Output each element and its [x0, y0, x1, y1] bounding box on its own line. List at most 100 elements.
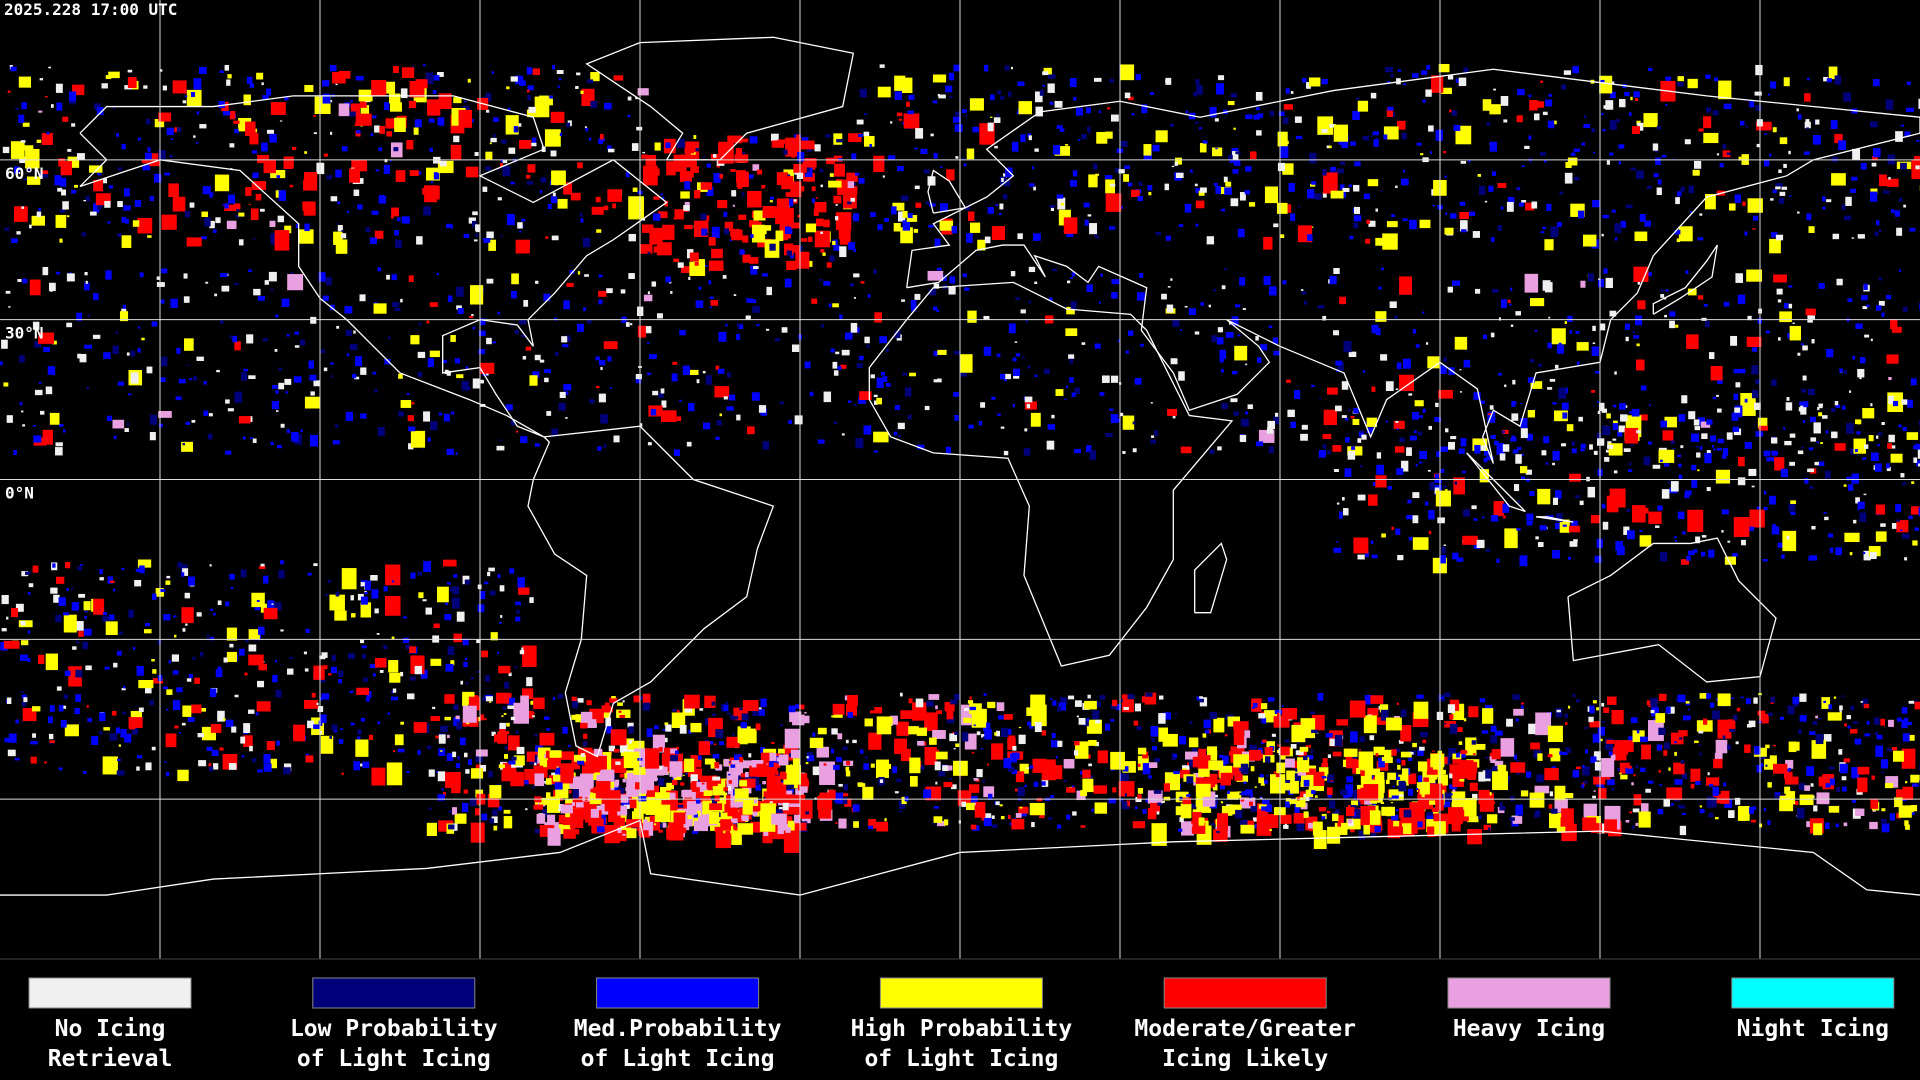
icing-pixel: [987, 207, 994, 214]
icing-pixel: [319, 730, 323, 735]
icing-pixel: [357, 204, 363, 210]
icing-pixel: [118, 744, 121, 747]
icing-pixel: [1245, 166, 1252, 172]
icing-pixel: [225, 719, 234, 728]
icing-pixel: [1014, 341, 1018, 343]
icing-pixel: [400, 88, 408, 99]
icing-pixel: [1891, 747, 1898, 751]
icing-pixel: [210, 192, 214, 196]
icing-pixel: [587, 719, 597, 729]
icing-pixel: [1681, 773, 1688, 780]
icing-pixel: [681, 266, 693, 273]
icing-pixel: [1769, 153, 1772, 157]
icing-pixel: [1459, 751, 1467, 758]
icing-pixel: [1204, 729, 1210, 734]
icing-pixel: [1912, 540, 1918, 546]
icing-pixel: [1606, 739, 1615, 744]
icing-pixel: [169, 155, 173, 158]
icing-pixel: [1901, 719, 1908, 728]
icing-pixel: [464, 579, 471, 585]
icing-pixel: [1317, 116, 1334, 135]
icing-pixel: [450, 660, 455, 666]
icing-pixel: [1774, 457, 1785, 471]
icing-pixel: [595, 196, 601, 203]
icing-pixel: [1886, 178, 1899, 187]
icing-pixel: [540, 177, 547, 183]
icing-pixel: [1385, 66, 1393, 73]
icing-pixel: [739, 707, 743, 711]
icing-pixel: [1521, 453, 1524, 456]
icing-pixel: [933, 805, 939, 809]
icing-pixel: [1606, 495, 1619, 513]
icing-pixel: [1041, 781, 1046, 786]
icing-pixel: [1870, 798, 1879, 809]
icing-pixel: [649, 815, 660, 831]
icing-pixel: [1074, 741, 1080, 746]
icing-pixel: [1653, 717, 1657, 721]
icing-pixel: [506, 213, 515, 226]
icing-pixel: [10, 66, 17, 72]
icing-pixel: [1660, 420, 1668, 428]
icing-pixel: [551, 428, 559, 437]
icing-pixel: [1430, 151, 1433, 154]
icing-pixel: [1147, 184, 1153, 191]
icing-pixel: [1558, 387, 1567, 399]
icing-pixel: [863, 112, 868, 116]
icing-pixel: [999, 203, 1004, 210]
icing-pixel: [739, 249, 745, 255]
icing-pixel: [1406, 447, 1412, 456]
icing-pixel: [1335, 541, 1338, 543]
icing-pixel: [109, 733, 118, 741]
icing-pixel: [1391, 214, 1395, 218]
icing-pixel: [243, 368, 249, 372]
icing-pixel: [656, 823, 664, 828]
icing-pixel: [1720, 790, 1730, 804]
icing-pixel: [971, 751, 975, 754]
icing-pixel: [908, 726, 919, 735]
icing-pixel: [976, 731, 981, 736]
icing-pixel: [181, 572, 185, 577]
icing-pixel: [1082, 769, 1091, 779]
icing-pixel: [1356, 799, 1361, 806]
icing-pixel: [559, 391, 566, 398]
icing-pixel: [58, 767, 63, 771]
icing-pixel: [208, 763, 212, 767]
icing-pixel: [1851, 176, 1858, 181]
icing-pixel: [1326, 810, 1331, 814]
icing-pixel: [1243, 781, 1247, 784]
icing-pixel: [860, 749, 864, 755]
icing-pixel: [21, 102, 27, 110]
icing-pixel: [806, 756, 809, 759]
icing-pixel: [1239, 192, 1246, 201]
icing-pixel: [589, 399, 595, 404]
icing-pixel: [730, 169, 736, 172]
icing-pixel: [1459, 369, 1462, 371]
icing-pixel: [877, 224, 883, 231]
icing-pixel: [1399, 437, 1405, 443]
icing-pixel: [162, 85, 167, 91]
icing-pixel: [423, 64, 426, 67]
icing-pixel: [1065, 328, 1078, 337]
icing-pixel: [389, 672, 401, 683]
icing-pixel: [330, 666, 337, 674]
icing-pixel: [397, 217, 401, 222]
icing-pixel: [498, 729, 506, 734]
icing-pixel: [1677, 454, 1682, 458]
icing-pixel: [1910, 774, 1920, 783]
icing-pixel: [1349, 235, 1354, 240]
icing-pixel: [580, 90, 584, 95]
icing-pixel: [1004, 65, 1010, 71]
icing-pixel: [1667, 706, 1675, 714]
icing-pixel: [1907, 399, 1914, 408]
icing-pixel: [945, 85, 953, 93]
icing-pixel: [858, 396, 866, 404]
icing-pixel: [1857, 234, 1865, 239]
icing-pixel: [1277, 744, 1281, 747]
icing-pixel: [934, 761, 941, 771]
icing-pixel: [1221, 285, 1226, 290]
icing-pixel: [411, 402, 415, 405]
icing-pixel: [266, 129, 275, 134]
icing-pixel: [93, 598, 105, 615]
icing-pixel: [1548, 93, 1552, 97]
icing-pixel: [383, 586, 388, 592]
